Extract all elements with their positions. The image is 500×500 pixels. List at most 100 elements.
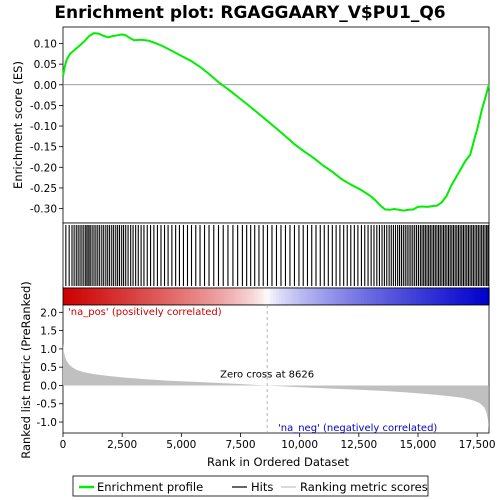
rank-metric-y-tick-label: -1.0: [37, 417, 58, 429]
rank-metric-panel: 2.0 1.5 1.0 0.5 0.0 -0.5 -1.0 Zero cross at 86…: [19, 281, 490, 459]
color-bar-segment: [272, 288, 277, 305]
es-y-tick-label: -0.15: [30, 142, 57, 154]
color-bar-segment: [145, 288, 149, 305]
color-bar-segment: [428, 288, 432, 305]
color-bar-segment: [309, 288, 314, 305]
color-bar-segment: [291, 288, 295, 305]
color-bar-segment: [431, 288, 435, 305]
hits-panel: [62, 222, 490, 289]
color-bar-segment: [288, 288, 292, 305]
color-bar-segment: [263, 288, 268, 305]
color-bar-segment: [111, 288, 116, 305]
chart-title: Enrichment plot: RGAGGAARY_V$PU1_Q6: [54, 3, 445, 23]
color-bar-segment: [297, 288, 301, 305]
color-bar-segment: [172, 288, 177, 305]
color-bar-segment: [412, 288, 417, 305]
color-bar-segment: [397, 288, 402, 305]
zero-cross-label: Zero cross at 8626: [220, 369, 314, 380]
es-y-tick-label: -0.30: [30, 204, 57, 216]
color-bar-segment: [157, 288, 161, 305]
rank-metric-y-tick-label: 1.5: [40, 326, 57, 338]
color-bar-segment: [425, 288, 429, 305]
color-bar-segment: [248, 288, 253, 305]
hit-marks: [65, 225, 489, 286]
color-bar-segment: [215, 288, 219, 305]
color-bar-segment: [90, 288, 95, 305]
color-bar-segment: [239, 288, 244, 305]
legend-hits-label: Hits: [251, 480, 273, 494]
color-bar-segment: [209, 288, 213, 305]
color-bar-segment: [120, 288, 125, 305]
color-bar-segment: [93, 288, 98, 305]
x-tick-label: 2,500: [107, 439, 137, 451]
color-bar-segment: [260, 288, 265, 305]
color-bar-segment: [382, 288, 387, 305]
color-bar-segment: [123, 288, 128, 305]
color-bar-segment: [440, 288, 444, 305]
color-bar-segment: [361, 288, 365, 305]
color-bar-segment: [132, 288, 137, 305]
rank-metric-y-tick-label: 1.0: [40, 344, 57, 356]
es-panel: 0.10 0.05 0.00 -0.05 -0.10 -0.15 -0.20 -0.25 -0.…: [11, 26, 490, 224]
color-bar-segment: [409, 288, 414, 305]
legend-box: [72, 475, 429, 497]
color-bar-segment: [415, 288, 420, 305]
color-bar-segment: [102, 288, 107, 305]
color-bar-segment: [482, 288, 487, 305]
color-bar-segment: [136, 288, 140, 305]
color-bar-segment: [303, 288, 308, 305]
color-bar-segment: [233, 288, 238, 305]
es-y-tick-label: 0.10: [34, 39, 57, 51]
color-bar-segment: [461, 288, 466, 305]
color-bar-segment: [367, 288, 371, 305]
color-bar-segment: [160, 288, 165, 305]
color-bar-segment: [221, 288, 225, 305]
color-bar-segment: [169, 288, 174, 305]
color-bar-segment: [370, 288, 374, 305]
color-bar-segment: [181, 288, 186, 305]
color-bar-segment: [452, 288, 457, 305]
color-bar-segment: [114, 288, 119, 305]
color-bar-segment: [148, 288, 152, 305]
es-y-tick-label: 0.05: [34, 59, 57, 71]
color-bar-segment: [339, 288, 344, 305]
color-bar-segment: [178, 288, 183, 305]
color-bar-segment: [257, 288, 262, 305]
color-bar-segment: [467, 288, 472, 305]
color-bar-segment: [129, 288, 134, 305]
color-bar-segment: [187, 288, 192, 305]
color-bar-segment: [330, 288, 335, 305]
color-bar-segment: [199, 288, 204, 305]
rank-color-bar: [62, 287, 490, 306]
color-bar-segment: [166, 288, 171, 305]
color-bar-segment: [455, 288, 460, 305]
legend-metric-label: Ranking metric scores: [300, 480, 428, 494]
color-bar-segment: [69, 288, 73, 305]
color-bar-segment: [193, 288, 198, 305]
x-axis-ticks: 0 2,500 5,000 7,500 10,000 12,500 15,000 17,500: [60, 433, 496, 451]
legend-profile-label: Enrichment profile: [97, 480, 203, 494]
color-bar-segment: [324, 288, 329, 305]
color-bar-segment: [108, 288, 113, 305]
x-tick-label: 10,000: [281, 439, 318, 451]
x-tick-label: 0: [60, 439, 67, 451]
color-bar-segment: [285, 288, 289, 305]
color-bar-segment: [254, 288, 259, 305]
color-bar-segment: [352, 288, 356, 305]
color-bar-segment: [72, 288, 76, 305]
color-bar-segment: [422, 288, 426, 305]
color-bar-segment: [212, 288, 216, 305]
color-bar-segment: [276, 288, 280, 305]
color-bar-segment: [312, 288, 317, 305]
color-bar-segment: [279, 288, 283, 305]
color-bar-segment: [96, 288, 101, 305]
color-bar-segment: [458, 288, 463, 305]
rank-metric-y-tick-label: 0.0: [40, 380, 57, 392]
color-bar-segment: [446, 288, 451, 305]
color-bar-segment: [245, 288, 250, 305]
color-bar-segment: [251, 288, 256, 305]
color-bar-segment: [358, 288, 362, 305]
color-bar-segment: [224, 288, 228, 305]
x-tick-label: 15,000: [400, 439, 437, 451]
color-bar-segment: [236, 288, 241, 305]
